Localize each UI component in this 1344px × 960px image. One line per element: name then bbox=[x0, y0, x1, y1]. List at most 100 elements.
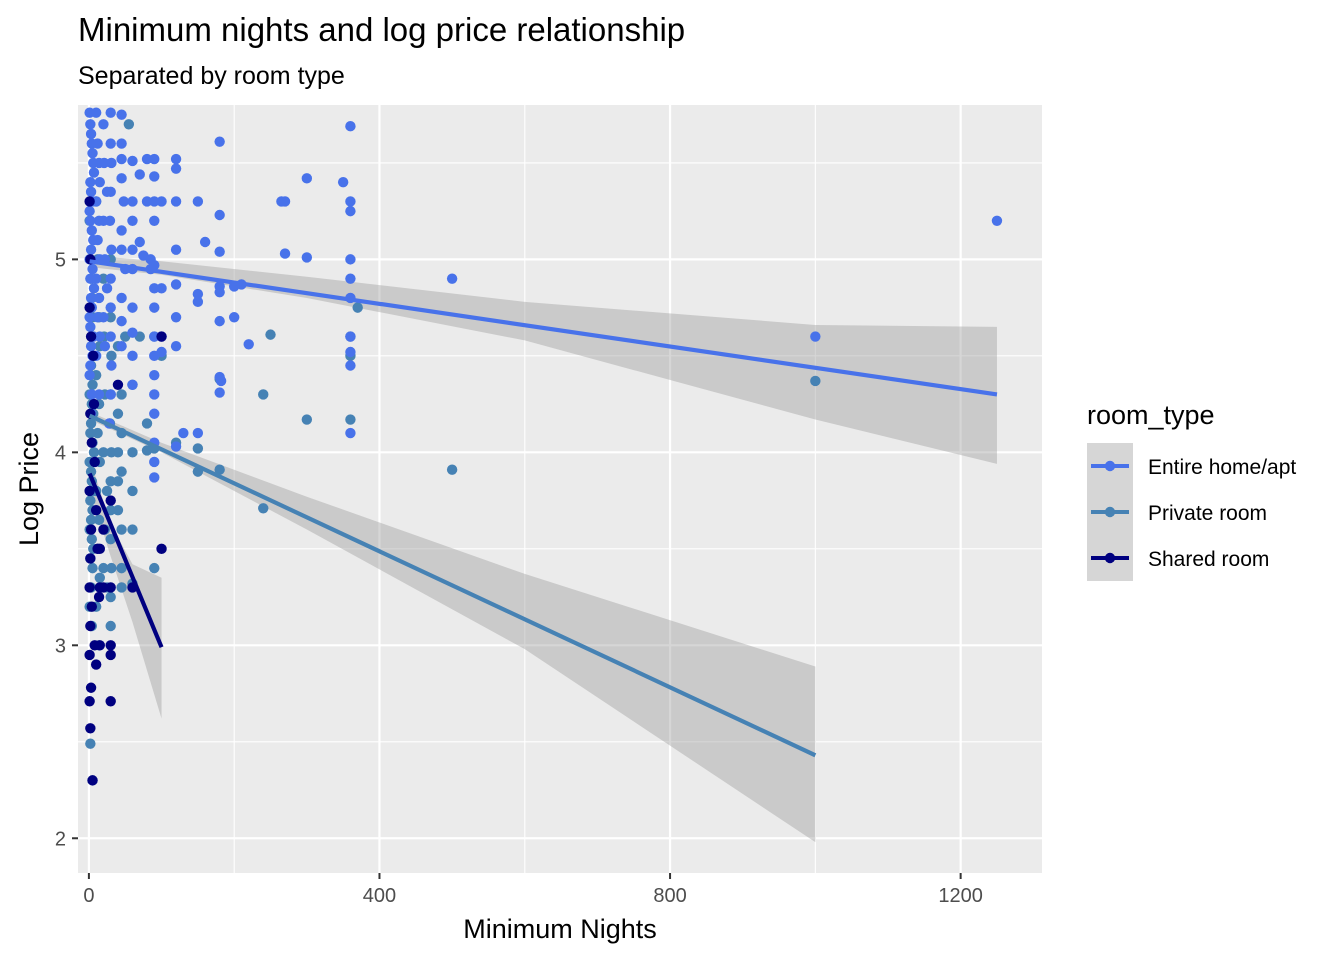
major-gridlines bbox=[78, 105, 1042, 873]
data-point bbox=[228, 312, 240, 323]
data-point bbox=[149, 259, 160, 271]
data-point bbox=[105, 138, 116, 149]
data-point bbox=[116, 109, 127, 120]
data-point bbox=[88, 447, 100, 458]
data-point bbox=[98, 312, 109, 323]
data-point bbox=[170, 312, 182, 323]
trend-line-shared-room bbox=[87, 472, 164, 649]
data-point bbox=[116, 582, 127, 593]
data-point bbox=[98, 157, 110, 169]
data-point bbox=[84, 696, 95, 707]
data-point bbox=[85, 418, 97, 429]
y-tick-label: 5 bbox=[55, 249, 66, 271]
data-point bbox=[192, 443, 204, 454]
data-point bbox=[446, 273, 458, 284]
data-point bbox=[345, 360, 356, 371]
data-point bbox=[86, 437, 98, 448]
data-point bbox=[105, 533, 116, 545]
data-point bbox=[116, 341, 127, 352]
data-point bbox=[89, 456, 100, 468]
data-point bbox=[88, 398, 100, 410]
data-point bbox=[88, 350, 99, 362]
data-point bbox=[149, 408, 160, 419]
data-point bbox=[84, 649, 95, 661]
data-point bbox=[116, 173, 127, 184]
data-point bbox=[93, 514, 105, 526]
data-point bbox=[92, 138, 103, 149]
x-tick-label: 1200 bbox=[938, 885, 983, 907]
data-point bbox=[149, 562, 160, 574]
data-point bbox=[85, 341, 97, 352]
data-point bbox=[85, 176, 96, 188]
data-point bbox=[85, 331, 97, 342]
trend-lines bbox=[87, 259, 998, 758]
data-point bbox=[84, 196, 95, 207]
data-point bbox=[149, 153, 160, 165]
data-point bbox=[127, 379, 138, 390]
data-point bbox=[214, 387, 225, 398]
data-point bbox=[87, 379, 98, 390]
data-point bbox=[170, 244, 182, 255]
minor-gridlines bbox=[78, 105, 1042, 873]
data-point bbox=[345, 273, 356, 284]
data-point bbox=[258, 503, 269, 514]
data-point bbox=[105, 273, 116, 284]
data-point bbox=[105, 620, 116, 632]
x-tick-label: 0 bbox=[83, 885, 94, 907]
data-point bbox=[991, 215, 1003, 226]
data-point bbox=[88, 167, 100, 178]
data-point bbox=[192, 427, 204, 439]
data-point bbox=[94, 543, 105, 555]
data-point bbox=[337, 176, 349, 188]
data-point bbox=[149, 389, 160, 400]
data-point bbox=[112, 447, 124, 458]
data-point bbox=[116, 466, 127, 477]
legend-key-point bbox=[1104, 506, 1116, 518]
data-point bbox=[345, 121, 356, 132]
data-point bbox=[170, 196, 182, 207]
data-point bbox=[170, 341, 182, 352]
chart-title: Minimum nights and log price relationshi… bbox=[78, 11, 685, 48]
data-point bbox=[105, 696, 116, 707]
data-point bbox=[105, 495, 116, 506]
data-point bbox=[98, 119, 109, 130]
data-point bbox=[87, 775, 98, 786]
data-point bbox=[85, 360, 96, 371]
data-point bbox=[105, 389, 116, 400]
data-point bbox=[84, 302, 95, 313]
data-point bbox=[149, 215, 160, 226]
data-point bbox=[127, 447, 138, 458]
data-point bbox=[149, 331, 160, 342]
data-point bbox=[258, 389, 269, 400]
data-point bbox=[192, 296, 204, 308]
data-point bbox=[112, 476, 124, 487]
data-point bbox=[214, 246, 225, 257]
data-point bbox=[116, 153, 127, 165]
data-point bbox=[106, 244, 117, 255]
data-point bbox=[345, 346, 356, 358]
data-point bbox=[149, 302, 160, 313]
data-point bbox=[141, 153, 153, 165]
data-point bbox=[86, 389, 98, 400]
data-point bbox=[112, 408, 124, 419]
data-point bbox=[88, 283, 100, 294]
data-point bbox=[127, 524, 138, 535]
data-point bbox=[105, 107, 116, 118]
data-point bbox=[84, 582, 95, 593]
legend-label: Entire home/apt bbox=[1148, 456, 1296, 479]
data-point bbox=[265, 329, 276, 340]
data-point bbox=[98, 447, 109, 458]
data-point bbox=[101, 283, 113, 294]
data-point bbox=[141, 196, 153, 207]
data-point bbox=[85, 514, 97, 526]
data-point bbox=[116, 389, 127, 400]
data-point bbox=[85, 427, 96, 439]
data-point bbox=[105, 476, 116, 487]
data-point bbox=[93, 591, 105, 603]
data-point bbox=[345, 414, 356, 425]
data-point bbox=[86, 533, 98, 545]
data-point bbox=[87, 263, 98, 275]
data-point bbox=[84, 485, 95, 497]
data-point bbox=[85, 292, 97, 304]
